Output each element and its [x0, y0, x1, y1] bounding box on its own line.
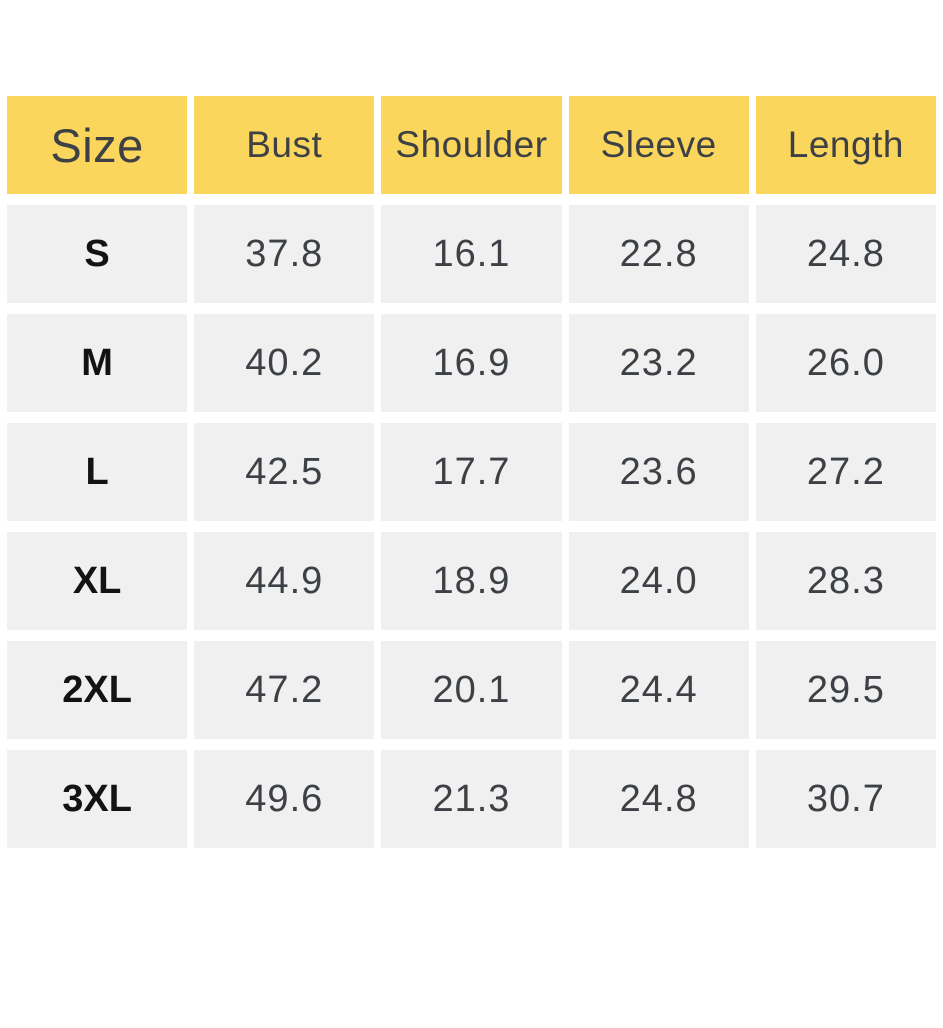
column-header-bust: Bust [194, 96, 375, 194]
table-row-2xl: 2XL 47.2 20.1 24.4 29.5 [7, 641, 936, 739]
column-header-size: Size [7, 96, 188, 194]
length-value-3xl: 30.7 [755, 750, 936, 848]
bust-value-2xl: 47.2 [194, 641, 375, 739]
bust-value-3xl: 49.6 [194, 750, 375, 848]
bust-value-s: 37.8 [194, 205, 375, 303]
size-chart-table: Size Bust Shoulder Sleeve Length S 37.8 … [0, 85, 943, 859]
table-row-l: L 42.5 17.7 23.6 27.2 [7, 423, 936, 521]
size-chart: Size Bust Shoulder Sleeve Length S 37.8 … [0, 85, 943, 859]
bust-value-l: 42.5 [194, 423, 375, 521]
table-row-3xl: 3XL 49.6 21.3 24.8 30.7 [7, 750, 936, 848]
size-label-m: M [7, 314, 188, 412]
size-chart-header: Size Bust Shoulder Sleeve Length [7, 96, 936, 194]
length-value-2xl: 29.5 [755, 641, 936, 739]
table-row-s: S 37.8 16.1 22.8 24.8 [7, 205, 936, 303]
shoulder-value-m: 16.9 [381, 314, 562, 412]
length-value-s: 24.8 [755, 205, 936, 303]
shoulder-value-3xl: 21.3 [381, 750, 562, 848]
sleeve-value-l: 23.6 [568, 423, 749, 521]
shoulder-value-l: 17.7 [381, 423, 562, 521]
size-label-xl: XL [7, 532, 188, 630]
sleeve-value-2xl: 24.4 [568, 641, 749, 739]
bust-value-m: 40.2 [194, 314, 375, 412]
size-chart-body: S 37.8 16.1 22.8 24.8 M 40.2 16.9 23.2 2… [7, 205, 936, 848]
size-label-l: L [7, 423, 188, 521]
bust-value-xl: 44.9 [194, 532, 375, 630]
size-label-s: S [7, 205, 188, 303]
sleeve-value-s: 22.8 [568, 205, 749, 303]
column-header-length: Length [755, 96, 936, 194]
length-value-xl: 28.3 [755, 532, 936, 630]
size-label-2xl: 2XL [7, 641, 188, 739]
column-header-shoulder: Shoulder [381, 96, 562, 194]
column-header-sleeve: Sleeve [568, 96, 749, 194]
sleeve-value-m: 23.2 [568, 314, 749, 412]
shoulder-value-2xl: 20.1 [381, 641, 562, 739]
table-row-m: M 40.2 16.9 23.2 26.0 [7, 314, 936, 412]
table-row-xl: XL 44.9 18.9 24.0 28.3 [7, 532, 936, 630]
shoulder-value-xl: 18.9 [381, 532, 562, 630]
header-row: Size Bust Shoulder Sleeve Length [7, 96, 936, 194]
size-label-3xl: 3XL [7, 750, 188, 848]
sleeve-value-3xl: 24.8 [568, 750, 749, 848]
sleeve-value-xl: 24.0 [568, 532, 749, 630]
length-value-m: 26.0 [755, 314, 936, 412]
length-value-l: 27.2 [755, 423, 936, 521]
shoulder-value-s: 16.1 [381, 205, 562, 303]
